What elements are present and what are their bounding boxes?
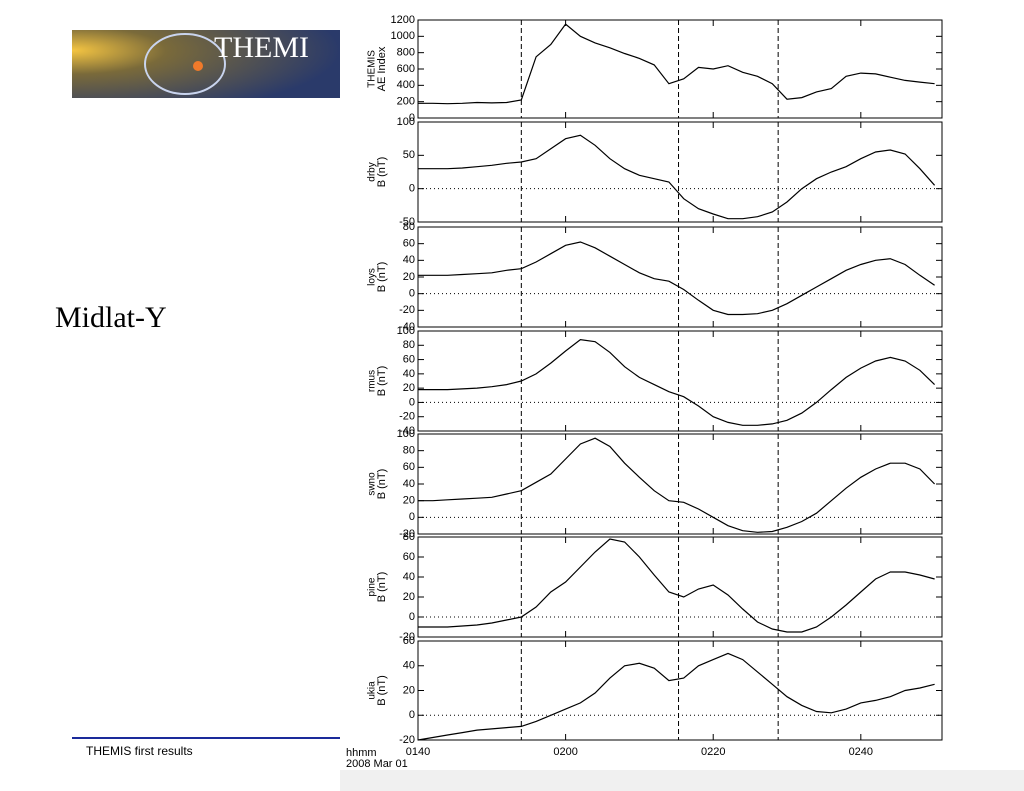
date-label: 2008 Mar 01	[346, 758, 408, 770]
y-tick-label: 0	[409, 709, 415, 721]
y-tick-label: -20	[399, 411, 415, 423]
y-axis-label-text: B (nT)	[376, 469, 388, 500]
logo-orbit	[144, 33, 226, 95]
y-axis-station: pine	[367, 577, 378, 596]
y-tick-label: 100	[397, 325, 415, 337]
y-tick-label: -20	[399, 734, 415, 746]
y-tick-label: 20	[403, 495, 415, 507]
data-line	[417, 652, 935, 741]
x-tick-label: 0140	[406, 746, 430, 758]
y-tick-label: 80	[403, 531, 415, 543]
x-tick-label: 0240	[849, 746, 873, 758]
y-axis-label-text: B (nT)	[376, 157, 388, 188]
y-tick-label: 80	[403, 339, 415, 351]
y-tick-label: 40	[403, 571, 415, 583]
y-tick-label: 20	[403, 591, 415, 603]
y-tick-label: 60	[403, 551, 415, 563]
y-tick-label: 60	[403, 461, 415, 473]
x-axis-label: hhmm	[346, 747, 377, 759]
y-axis-label-text: B (nT)	[376, 675, 388, 706]
y-tick-label: 0	[409, 112, 415, 124]
y-tick-label: -40	[399, 425, 415, 437]
y-tick-label: 100	[397, 428, 415, 440]
y-tick-label: -20	[399, 304, 415, 316]
logo-text: THEMI	[214, 31, 309, 64]
y-axis-station: drby	[367, 162, 378, 181]
y-tick-label: 20	[403, 382, 415, 394]
y-axis-label-text: AE Index	[376, 46, 388, 91]
y-tick-label: 80	[403, 221, 415, 233]
y-tick-label: 60	[403, 353, 415, 365]
plot-frame	[417, 121, 943, 223]
y-tick-label: 1200	[391, 14, 415, 26]
y-tick-label: 800	[397, 47, 415, 59]
y-tick-label: 0	[409, 396, 415, 408]
y-axis-station: swno	[367, 472, 378, 496]
plot-frame	[417, 536, 943, 638]
y-tick-label: 40	[403, 660, 415, 672]
y-axis-station: ukia	[367, 681, 378, 700]
y-tick-label: 50	[403, 149, 415, 161]
y-tick-label: 200	[397, 96, 415, 108]
y-axis-label-text: B (nT)	[376, 572, 388, 603]
chart-area-bottom	[340, 770, 1024, 791]
x-tick-label: 0220	[701, 746, 725, 758]
y-tick-label: 20	[403, 271, 415, 283]
data-line	[418, 437, 936, 533]
y-tick-label: 0	[409, 183, 415, 195]
y-tick-label: 60	[403, 635, 415, 647]
footer: THEMIS first results	[86, 744, 193, 758]
logo-earth	[193, 61, 203, 71]
y-tick-label: 0	[409, 511, 415, 523]
data-line	[418, 241, 935, 316]
y-tick-label: 400	[397, 79, 415, 91]
y-tick-label: 100	[397, 116, 415, 128]
data-line	[418, 338, 936, 426]
y-tick-label: 600	[397, 63, 415, 75]
y-tick-label: 40	[403, 254, 415, 266]
y-tick-label: 80	[403, 445, 415, 457]
y-tick-label: -40	[399, 321, 415, 333]
logo	[72, 30, 340, 98]
y-tick-label: 20	[403, 684, 415, 696]
data-line	[418, 134, 936, 220]
y-tick-label: 0	[409, 288, 415, 300]
data-line	[418, 538, 935, 633]
y-axis-label-text: B (nT)	[376, 366, 388, 397]
y-tick-label: -50	[399, 216, 415, 228]
y-tick-label: 0	[409, 611, 415, 623]
y-tick-label: 1000	[391, 30, 415, 42]
y-tick-label: -20	[399, 528, 415, 540]
slide-title: Midlat-Y	[55, 301, 167, 334]
y-tick-label: 40	[403, 368, 415, 380]
y-tick-label: 60	[403, 238, 415, 250]
y-tick-label: 40	[403, 478, 415, 490]
y-axis-station: loys	[367, 268, 378, 286]
data-line	[418, 23, 935, 105]
y-axis-label-text: B (nT)	[376, 262, 388, 293]
y-tick-label: -20	[399, 631, 415, 643]
x-tick-label: 0200	[553, 746, 577, 758]
y-axis-station: THEMIS	[367, 50, 378, 88]
plot-frame	[417, 330, 943, 432]
y-axis-station: rmus	[367, 370, 378, 392]
